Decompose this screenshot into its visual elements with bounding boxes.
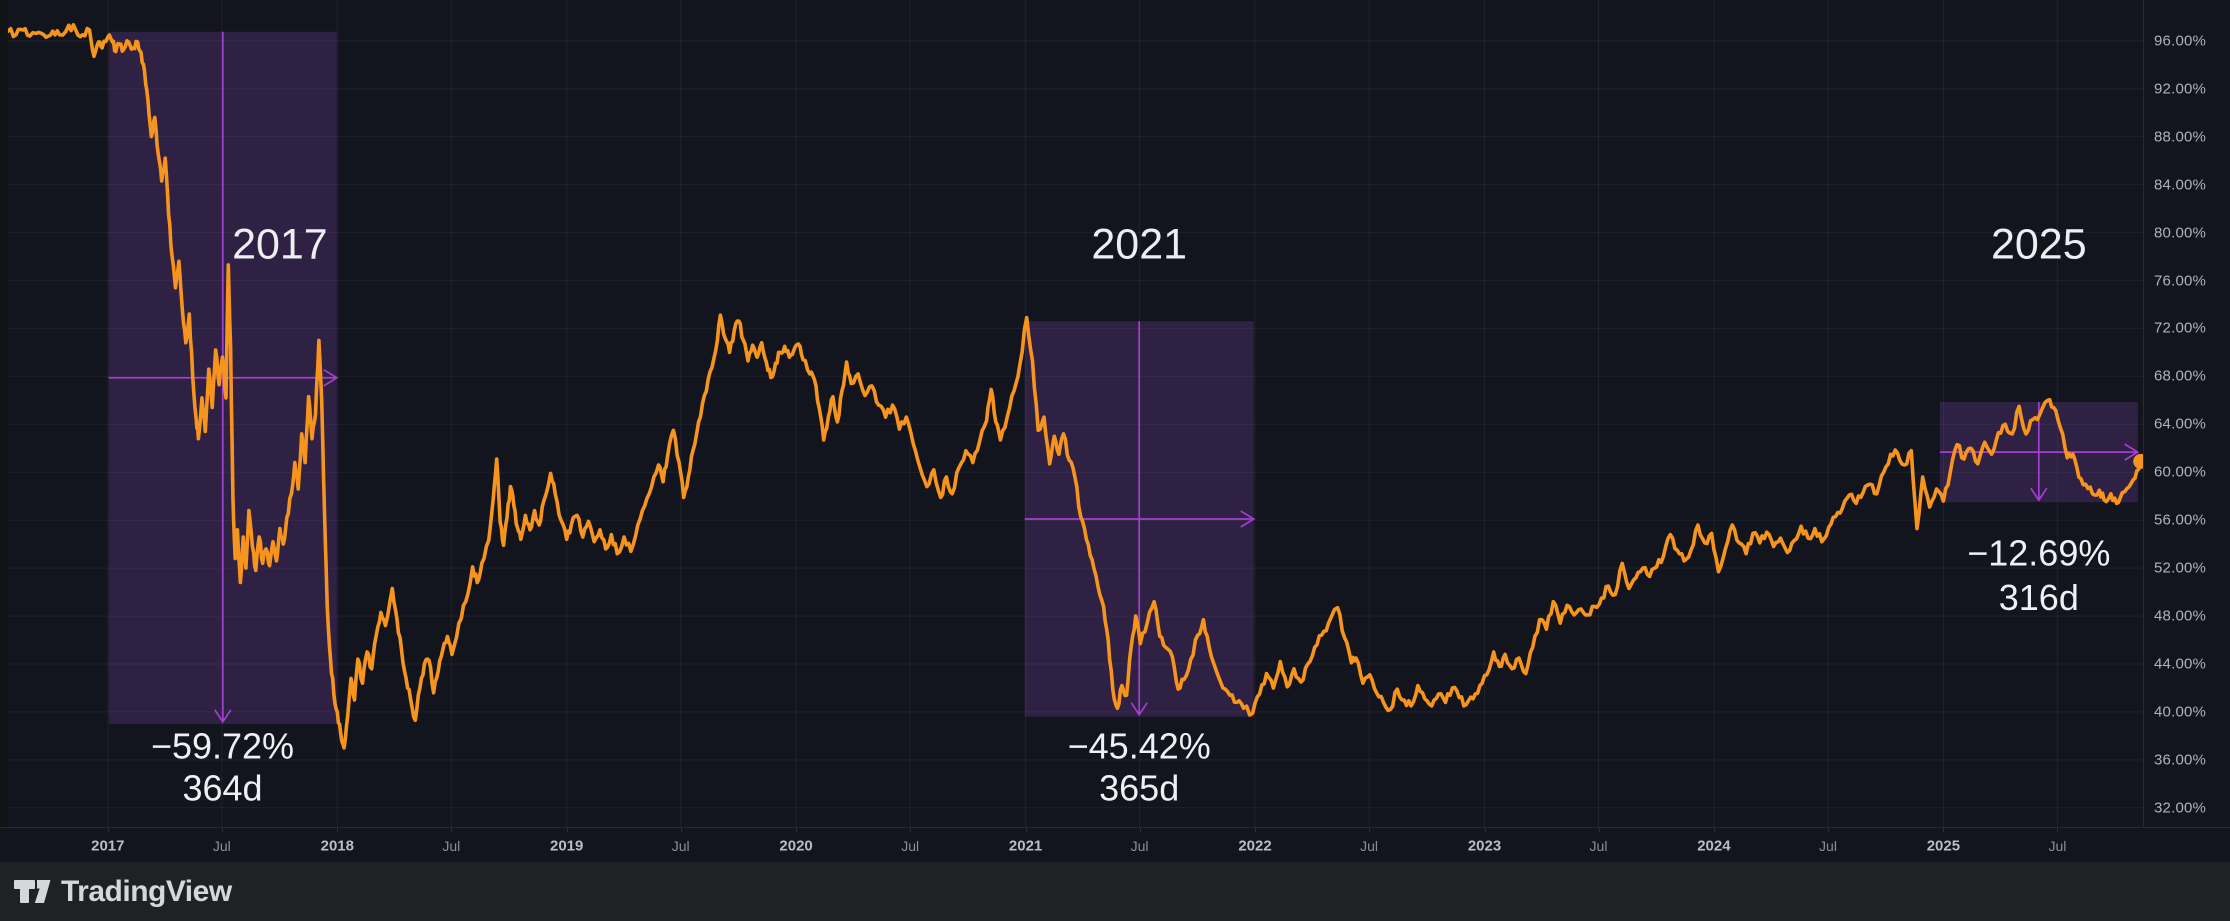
price-axis-label: 76.00% bbox=[2154, 272, 2207, 289]
price-axis-label: 60.00% bbox=[2154, 463, 2207, 481]
bottom-toolbar: TradingView bbox=[0, 862, 2230, 921]
time-axis-label-2021: 2021 bbox=[1008, 837, 1043, 854]
time-axis-label-Jul: Jul bbox=[1130, 837, 1149, 854]
price-axis-label: 32.00% bbox=[2154, 799, 2207, 817]
time-axis-tickmark bbox=[1943, 828, 1945, 832]
time-axis-tickmark bbox=[1255, 828, 1256, 832]
time-axis-tickmark bbox=[451, 828, 453, 832]
time-axis-label-2024: 2024 bbox=[1697, 837, 1731, 854]
range-days-label: 364d bbox=[182, 767, 262, 808]
down-arrowhead-icon bbox=[214, 709, 232, 724]
tradingview-logo-text: TradingView bbox=[61, 874, 232, 908]
time-axis-label-2020: 2020 bbox=[779, 837, 813, 854]
price-axis-label: 48.00% bbox=[2154, 607, 2207, 625]
price-axis-label: 92.00% bbox=[2154, 80, 2207, 98]
range-percent-label: −12.69% bbox=[1967, 533, 2110, 574]
time-axis-tickmark bbox=[1713, 828, 1715, 832]
time-axis-label-2017: 2017 bbox=[91, 837, 125, 854]
time-axis-tickmark bbox=[107, 828, 109, 832]
right-arrowhead-icon bbox=[2124, 443, 2140, 461]
right-arrowhead-icon bbox=[323, 369, 339, 387]
time-axis-label-Jul: Jul bbox=[1589, 837, 1608, 854]
time-axis-tickmark bbox=[566, 828, 568, 832]
time-axis-tickmark bbox=[910, 828, 912, 832]
range-year-label: 2025 bbox=[1991, 220, 2087, 268]
time-axis-tickmark bbox=[1025, 828, 1027, 832]
range-days-label: 316d bbox=[1999, 577, 2079, 618]
range-annotation-2021[interactable]: 2021 −45.42%365d bbox=[1024, 220, 1256, 808]
time-axis-tickmark bbox=[221, 828, 223, 832]
time-axis-tickmark bbox=[337, 828, 339, 832]
price-axis-label: 84.00% bbox=[2154, 176, 2207, 194]
time-axis-tickmark bbox=[796, 828, 798, 832]
price-axis-label: 40.00% bbox=[2154, 703, 2207, 721]
last-point-marker bbox=[2133, 453, 2143, 469]
price-axis-label: 56.00% bbox=[2154, 511, 2207, 529]
time-axis[interactable]: 2017 Jul 2018 Jul 2019 Jul 2020 Jul 2021 Jul 2022 J… bbox=[0, 827, 2230, 863]
time-axis-label-2019: 2019 bbox=[550, 837, 584, 854]
price-axis-label: 64.00% bbox=[2154, 415, 2207, 433]
range-year-label: 2021 bbox=[1091, 220, 1187, 268]
price-axis-label: 80.00% bbox=[2154, 224, 2207, 241]
time-axis-tickmark bbox=[2057, 828, 2059, 832]
time-axis-tickmark bbox=[1598, 828, 1600, 832]
price-axis-label: 68.00% bbox=[2154, 367, 2207, 385]
tradingview-logo-icon bbox=[14, 880, 51, 903]
pane-left-edge bbox=[0, 0, 8, 827]
range-percent-label: −59.72% bbox=[151, 726, 294, 767]
time-axis-label-Jul: Jul bbox=[1360, 837, 1379, 854]
tradingview-logo[interactable]: TradingView bbox=[14, 875, 232, 909]
range-annotation-2017[interactable]: 2017 −59.72%364d bbox=[108, 31, 339, 809]
price-axis-label: 72.00% bbox=[2154, 319, 2207, 337]
time-axis-label-Jul: Jul bbox=[2048, 837, 2067, 854]
price-axis[interactable]: 96.00% 92.00% 88.00% 84.00% 80.00% 76.00% 72.0… bbox=[2143, 0, 2230, 827]
range-percent-label: −45.42% bbox=[1068, 726, 1211, 767]
time-axis-tickmark bbox=[1484, 828, 1486, 832]
range-days-label: 365d bbox=[1099, 767, 1179, 808]
time-axis-tickmark bbox=[1139, 828, 1141, 832]
series-line[interactable] bbox=[6, 22, 2143, 750]
time-axis-label-2025: 2025 bbox=[1926, 837, 1961, 854]
time-axis-label-Jul: Jul bbox=[671, 837, 690, 854]
right-arrowhead-icon bbox=[1240, 510, 1256, 528]
time-axis-label-2018: 2018 bbox=[320, 837, 354, 854]
time-axis-label-2023: 2023 bbox=[1467, 837, 1502, 854]
price-axis-label: 36.00% bbox=[2154, 751, 2207, 769]
time-axis-label-Jul: Jul bbox=[901, 837, 920, 854]
time-axis-label-2022: 2022 bbox=[1238, 837, 1272, 854]
price-axis-label: 96.00% bbox=[2154, 32, 2207, 50]
chart-canvas[interactable]: 2017 −59.72%364d 2021 −45.42%365d 2025 −12.69… bbox=[0, 0, 2143, 827]
down-arrowhead-icon bbox=[1130, 702, 1148, 717]
time-axis-tickmark bbox=[1828, 828, 1829, 832]
grid bbox=[0, 0, 2143, 827]
time-axis-tickmark bbox=[680, 828, 682, 832]
price-axis-label: 52.00% bbox=[2154, 559, 2207, 577]
chart-pane[interactable]: 2017 −59.72% 364d 2021 −45.42% 365d 2025 −12.69… bbox=[0, 0, 2143, 827]
price-axis-label: 88.00% bbox=[2154, 128, 2207, 146]
time-axis-tickmark bbox=[1369, 828, 1371, 832]
down-arrowhead-icon bbox=[2030, 487, 2048, 502]
time-axis-label-Jul: Jul bbox=[212, 837, 231, 854]
price-axis-label: 44.00% bbox=[2154, 655, 2207, 673]
time-axis-label-Jul: Jul bbox=[1819, 837, 1837, 854]
range-year-label: 2017 bbox=[232, 220, 328, 268]
time-axis-label-Jul: Jul bbox=[442, 837, 461, 854]
